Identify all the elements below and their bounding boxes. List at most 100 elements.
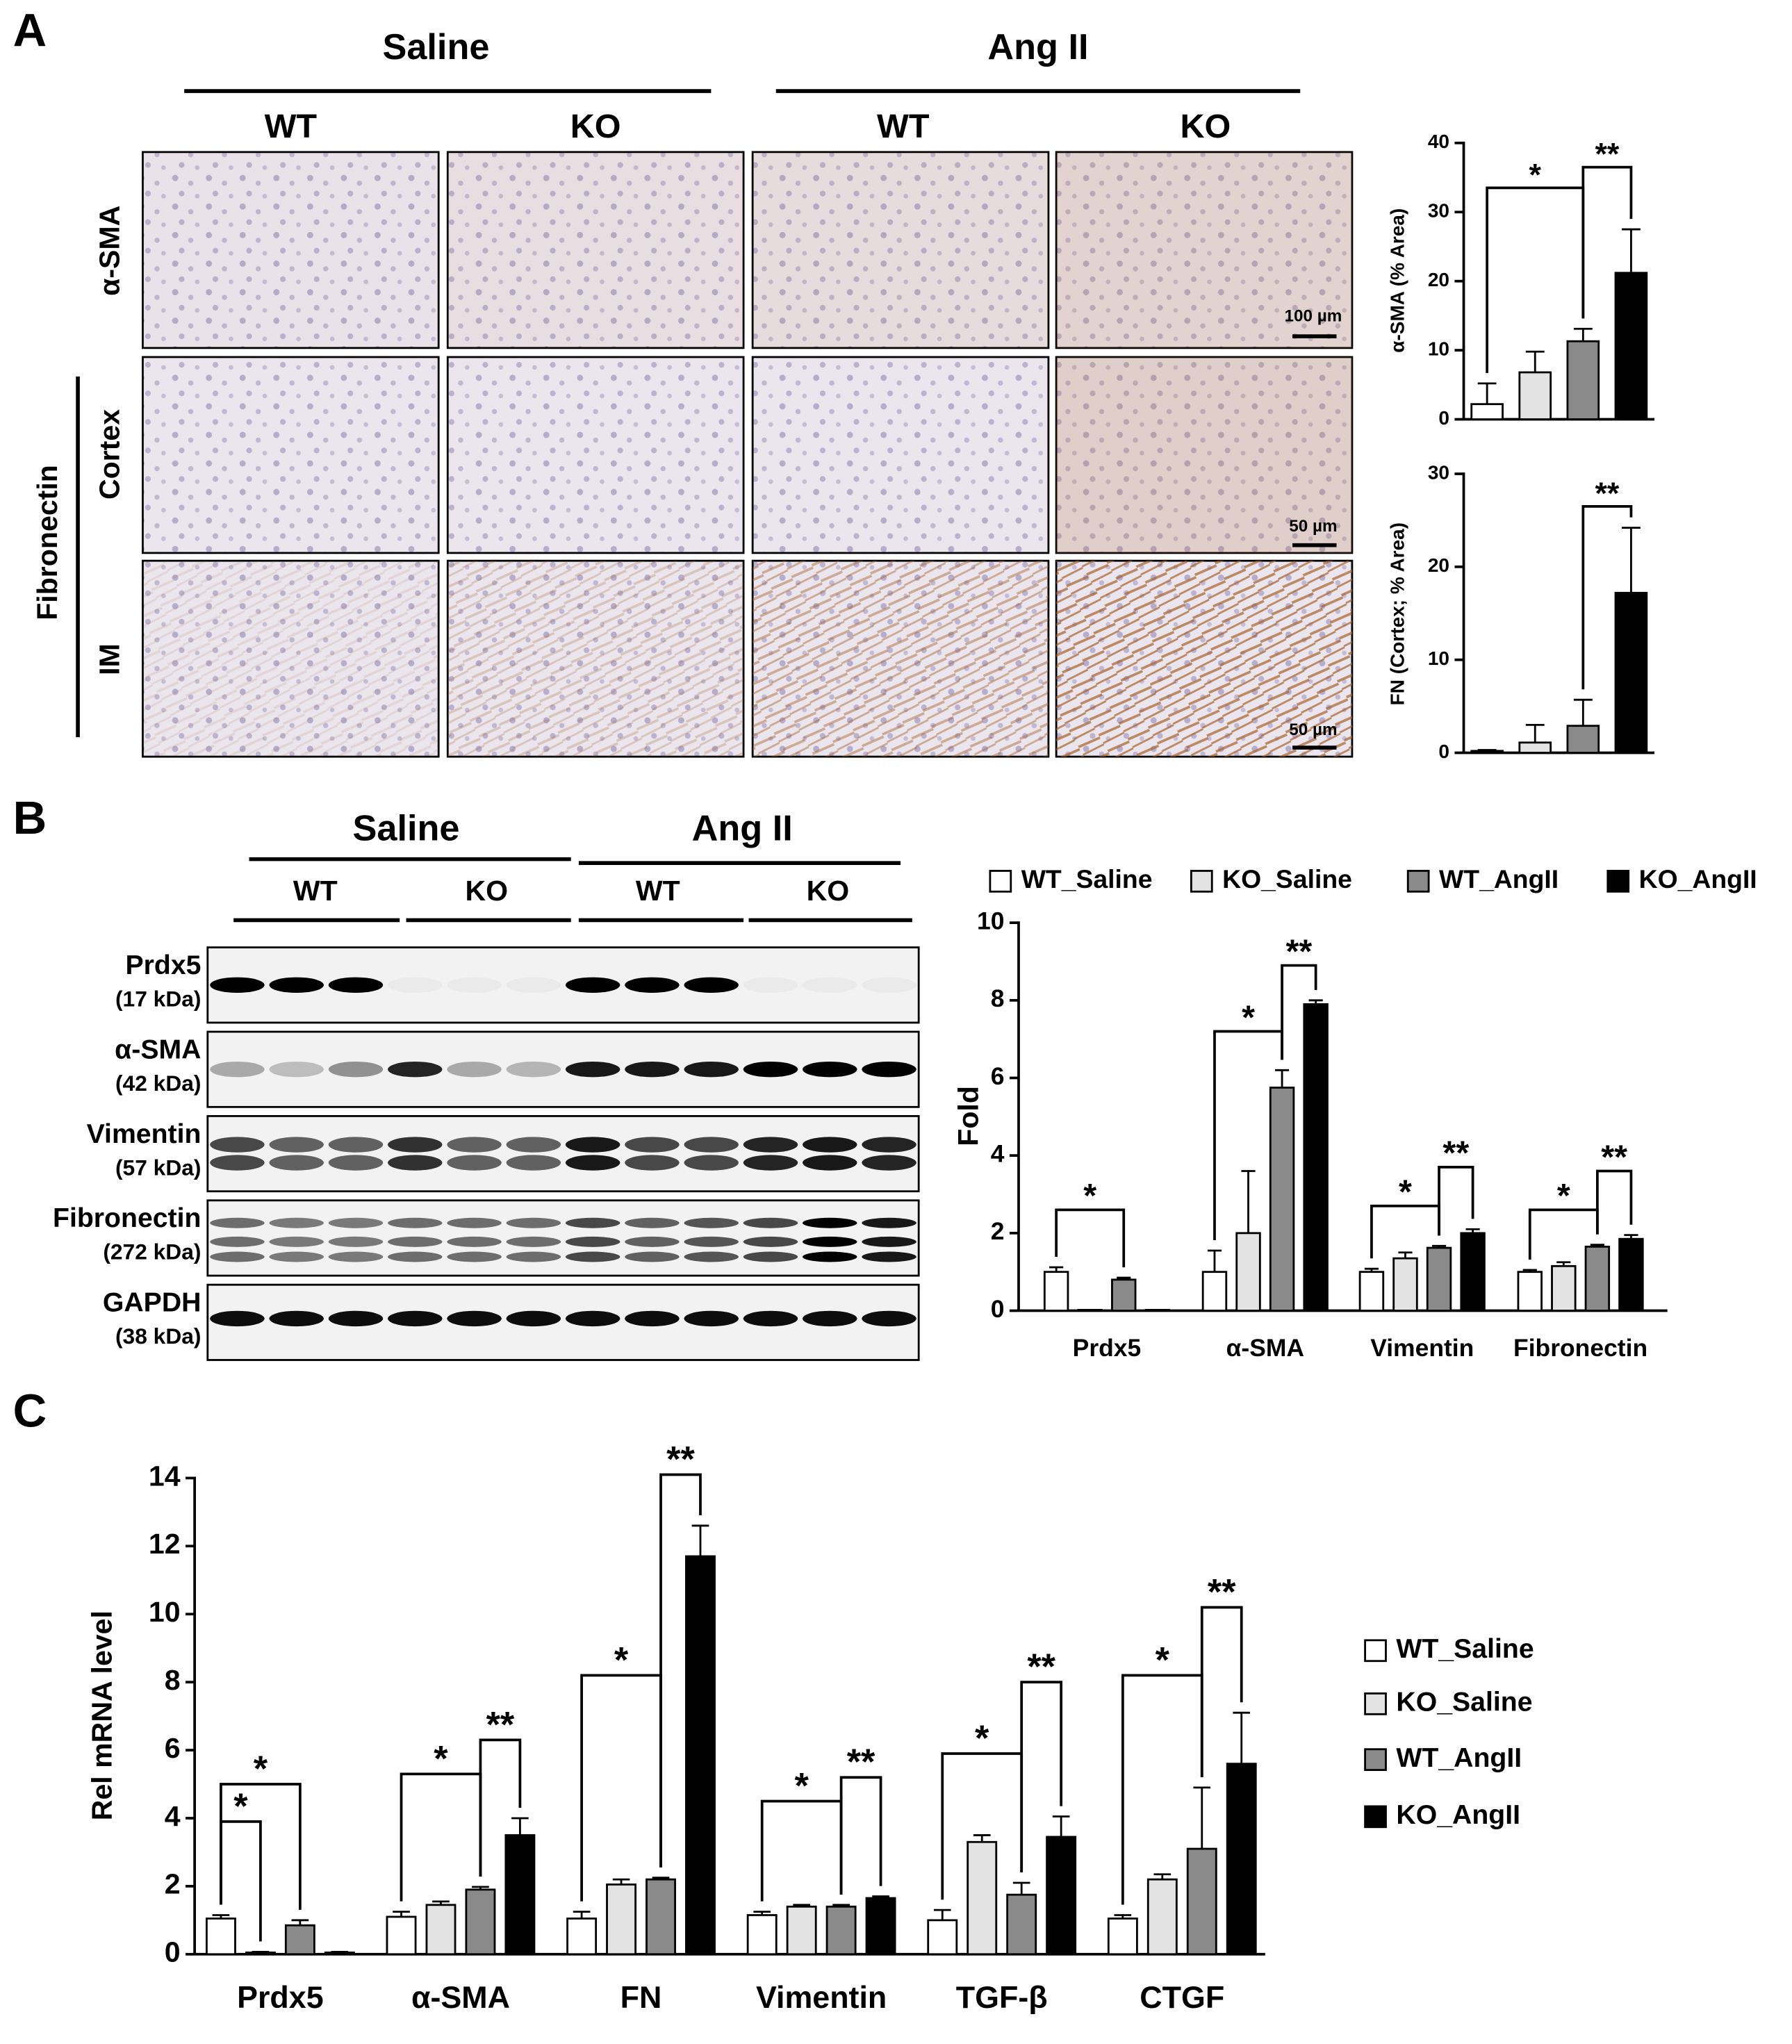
significance-label: * xyxy=(254,1749,268,1790)
band xyxy=(684,1061,739,1078)
error-bar xyxy=(291,1919,309,1926)
significance-bracket xyxy=(1438,1166,1474,1236)
bar xyxy=(786,1905,817,1956)
blot xyxy=(206,1030,920,1108)
error-bar xyxy=(753,1911,771,1915)
bar xyxy=(746,1914,778,1956)
error-bar xyxy=(472,1886,489,1890)
significance-label: * xyxy=(1083,1177,1096,1214)
genotype-label: KO xyxy=(570,108,621,145)
significance-label: ** xyxy=(1442,1135,1469,1172)
band xyxy=(507,978,561,993)
band xyxy=(862,1061,916,1078)
band xyxy=(447,1310,502,1327)
error-bar xyxy=(691,1524,709,1557)
band xyxy=(269,1236,324,1247)
x-tick-label: Prdx5 xyxy=(1073,1334,1142,1362)
band xyxy=(447,978,501,993)
blot xyxy=(206,1114,920,1193)
x-tick-label: Vimentin xyxy=(1370,1334,1474,1362)
band xyxy=(684,1251,739,1262)
significance-label: * xyxy=(1557,1177,1570,1214)
error-bar xyxy=(1525,723,1545,743)
group-header: Saline xyxy=(353,808,460,848)
band xyxy=(862,1217,916,1228)
band xyxy=(684,1236,739,1247)
blot-name: Prdx5 xyxy=(125,950,201,980)
bar xyxy=(1518,371,1552,420)
blot-size: (38 kDa) xyxy=(115,1324,201,1349)
significance-label: ** xyxy=(1601,1138,1627,1176)
bar xyxy=(865,1897,896,1956)
error-bar xyxy=(1308,999,1323,1005)
micrograph xyxy=(142,356,440,554)
bar xyxy=(1584,1245,1611,1312)
blot-name: Vimentin xyxy=(87,1119,202,1149)
band xyxy=(210,1217,265,1228)
error-bar xyxy=(1052,1815,1070,1837)
stain xyxy=(447,151,744,348)
blot xyxy=(206,1199,920,1277)
bar xyxy=(386,1915,417,1956)
blot-name: Fibronectin xyxy=(53,1203,201,1233)
band xyxy=(388,1310,443,1327)
legend-swatch xyxy=(1364,1805,1387,1829)
band xyxy=(388,978,442,993)
y-tick-label: 20 xyxy=(1428,269,1449,290)
error-bar xyxy=(1398,1251,1413,1259)
micrograph xyxy=(1055,151,1354,349)
band xyxy=(210,1061,265,1078)
band xyxy=(388,1236,443,1247)
group-header: Saline xyxy=(382,27,489,67)
band xyxy=(210,977,265,993)
significance-label: ** xyxy=(666,1440,695,1480)
band xyxy=(447,1251,502,1262)
band xyxy=(743,1217,798,1228)
error-bar xyxy=(1522,1269,1537,1272)
significance-bracket xyxy=(659,1473,702,1868)
bar xyxy=(504,1834,536,1956)
micrograph xyxy=(142,151,440,349)
band xyxy=(328,977,384,993)
error-bar xyxy=(1114,1914,1132,1919)
y-tick-label: 4 xyxy=(991,1140,1005,1168)
blot-size: (57 kDa) xyxy=(115,1155,201,1180)
band xyxy=(743,1061,798,1078)
y-tick-label: 0 xyxy=(1438,407,1449,429)
band xyxy=(328,1217,384,1228)
legend-swatch xyxy=(1364,1748,1387,1772)
error-bar xyxy=(832,1904,850,1907)
band xyxy=(625,977,680,993)
significance-label: * xyxy=(975,1718,989,1758)
genotype-label: KO xyxy=(1180,108,1231,145)
y-tick-label: 6 xyxy=(991,1062,1005,1090)
bar xyxy=(1470,750,1504,754)
legend-label: WT_AngII xyxy=(1396,1743,1522,1773)
band xyxy=(388,1155,443,1171)
group-header: Ang II xyxy=(692,808,793,848)
genotype-label: WT xyxy=(877,108,930,145)
band xyxy=(862,1236,916,1247)
significance-bracket xyxy=(220,1820,262,1942)
legend-label: KO_Saline xyxy=(1222,864,1352,893)
x-tick-label: α-SMA xyxy=(411,1980,510,2015)
band xyxy=(565,1061,620,1078)
band xyxy=(447,1137,502,1153)
error-bar xyxy=(1525,350,1545,372)
bar xyxy=(1303,1003,1329,1312)
band xyxy=(269,1155,324,1171)
error-bar xyxy=(1117,1276,1131,1280)
y-tick-label: 30 xyxy=(1428,461,1449,483)
band xyxy=(684,1217,739,1228)
bar xyxy=(1043,1271,1069,1312)
legend-swatch xyxy=(989,870,1012,893)
y-axis-label: Rel mRNA level xyxy=(85,1610,117,1820)
y-tick-label: 14 xyxy=(149,1460,181,1492)
y-tick-label: 2 xyxy=(165,1868,181,1900)
y-axis-label: Fold xyxy=(953,1086,985,1146)
band xyxy=(210,1137,265,1153)
significance-label: * xyxy=(233,1786,248,1827)
legend-swatch xyxy=(1190,870,1213,893)
band xyxy=(447,1155,502,1171)
